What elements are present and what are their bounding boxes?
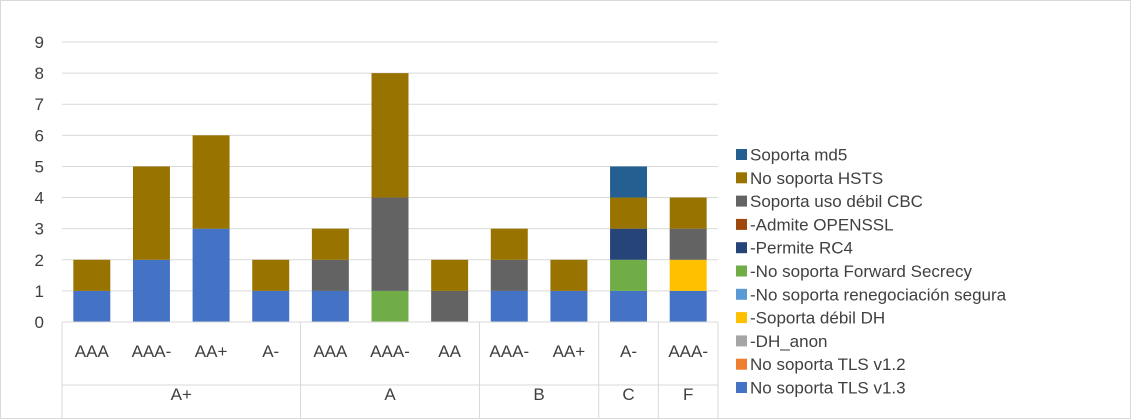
legend-swatch (736, 242, 747, 254)
group-label: B (533, 385, 544, 404)
y-tick-label: 6 (35, 126, 44, 145)
legend-label: No soporta TLS v1.2 (750, 355, 906, 374)
group-label: A (384, 385, 396, 404)
bar-segment (610, 228, 648, 260)
bar-segment (73, 290, 111, 322)
legend-swatch (736, 265, 747, 277)
y-tick-label: 8 (35, 64, 44, 83)
bar-segment (431, 259, 469, 291)
bars (73, 73, 707, 322)
legend-swatch (736, 335, 747, 347)
bar-segment (311, 259, 349, 291)
legend-label: No soporta TLS v1.3 (750, 379, 906, 398)
x-tick-label: AAA (313, 342, 348, 361)
bar-segment (610, 197, 648, 229)
x-axis: AAA AAA- AA+ A- AAA AAA- AA AAA- AA+ A- AAA- A+ A B C F (61, 321, 719, 418)
y-tick-label: 4 (35, 189, 44, 208)
legend-swatch (736, 382, 747, 393)
bar-segment (550, 259, 588, 291)
bar-segment (669, 259, 707, 291)
legend-swatch (736, 358, 747, 370)
legend-label: Soporta uso débil CBC (750, 192, 923, 211)
bar-segment (490, 290, 528, 322)
bar-segment (252, 259, 290, 291)
x-tick-label: AAA- (370, 342, 410, 361)
y-tick-label: 5 (35, 157, 44, 176)
y-tick-label: 2 (35, 251, 44, 270)
bar-segment (132, 166, 170, 260)
bar-segment (669, 228, 707, 260)
bar-segment (252, 290, 290, 322)
bar-segment (371, 197, 409, 291)
bar-segment (311, 228, 349, 260)
group-label: C (622, 385, 634, 404)
bar-segment (610, 259, 648, 291)
y-tick-label: 1 (35, 282, 44, 301)
bar-segment (669, 197, 707, 229)
y-tick-label: 0 (35, 313, 44, 332)
legend-swatch (736, 149, 747, 160)
legend-label: -DH_anon (750, 332, 828, 351)
bar-segment (669, 290, 707, 322)
bar-segment (192, 135, 230, 229)
legend-label: -No soporta renegociación segura (750, 285, 1007, 304)
x-tick-label: A- (262, 342, 279, 361)
y-tick-label: 3 (35, 220, 44, 239)
bar-segment (490, 228, 528, 260)
legend-label: -Soporta débil DH (750, 309, 885, 328)
bar-segment (132, 259, 170, 322)
x-tick-label: AA+ (553, 342, 586, 361)
legend-swatch (736, 218, 747, 230)
x-tick-label: AAA- (668, 342, 708, 361)
legend-label: -No soporta Forward Secrecy (750, 262, 973, 281)
x-tick-label: A- (620, 342, 637, 361)
bar-segment (610, 166, 648, 198)
bar-segment (73, 259, 111, 291)
bar-segment (192, 228, 230, 322)
y-tick-label: 9 (35, 33, 44, 52)
legend-label: Soporta md5 (750, 146, 847, 165)
bar-segment (550, 290, 588, 322)
x-tick-label: AA (438, 342, 461, 361)
legend-swatch (736, 312, 747, 324)
bar-segment (610, 290, 648, 322)
group-label: A+ (171, 385, 192, 404)
bar-segment (371, 290, 409, 322)
bar-segment (371, 73, 409, 198)
y-axis-tick-labels: 0 1 2 3 4 5 6 7 8 9 (35, 33, 44, 332)
legend-swatch (736, 288, 747, 300)
legend-swatch (736, 195, 747, 207)
legend-label: -Permite RC4 (750, 239, 853, 258)
y-tick-label: 7 (35, 95, 44, 114)
x-tick-label: AAA- (132, 342, 172, 361)
x-tick-label: AA+ (195, 342, 228, 361)
legend: Soporta md5 No soporta HSTS Soporta uso dé… (736, 146, 1007, 398)
bar-segment (311, 290, 349, 322)
bar-segment (431, 290, 469, 322)
x-tick-label: AAA (75, 342, 110, 361)
legend-label: No soporta HSTS (750, 169, 883, 188)
legend-label: -Admite OPENSSL (750, 215, 894, 234)
bar-segment (490, 259, 528, 291)
legend-swatch (736, 172, 747, 184)
group-label: F (683, 385, 693, 404)
x-tick-label: AAA- (489, 342, 529, 361)
